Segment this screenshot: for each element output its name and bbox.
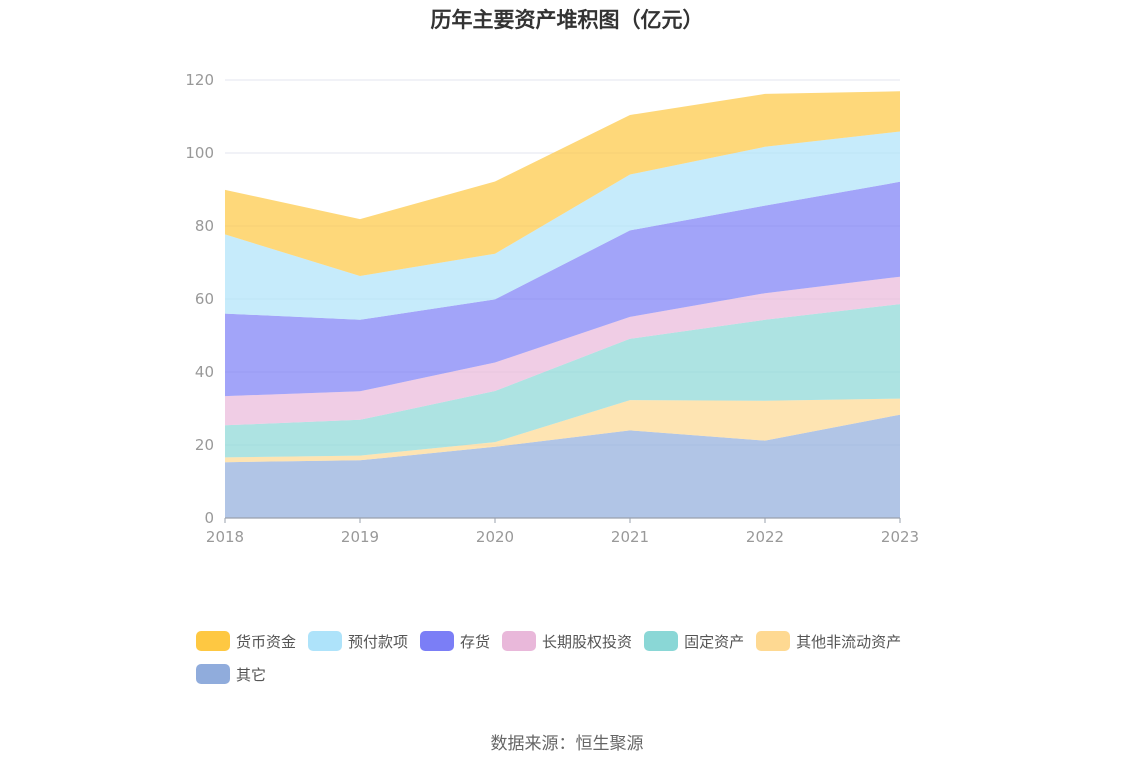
legend-item[interactable]: 货币资金 <box>196 631 296 651</box>
y-tick-label: 20 <box>195 436 214 454</box>
legend-label: 其它 <box>236 665 267 684</box>
x-tick-label: 2020 <box>476 528 514 546</box>
y-tick-label: 60 <box>195 290 214 308</box>
legend-label: 其他非流动资产 <box>796 632 902 651</box>
area-series-0 <box>225 414 900 518</box>
y-tick-label: 0 <box>204 509 214 527</box>
area-series-1 <box>225 398 900 463</box>
area-series-3 <box>225 276 900 426</box>
legend-swatch <box>644 631 679 651</box>
legend-item[interactable]: 其它 <box>196 664 266 684</box>
x-tick-label: 2023 <box>881 528 919 546</box>
legend-item[interactable]: 其他非流动资产 <box>756 631 901 651</box>
legend-item[interactable]: 存货 <box>420 631 490 651</box>
y-tick-label: 80 <box>195 217 214 235</box>
legend-swatch <box>420 631 455 651</box>
legend-swatch <box>196 631 230 651</box>
legend-item[interactable]: 固定资产 <box>644 631 744 651</box>
legend-label: 存货 <box>460 632 491 651</box>
legend-swatch <box>308 631 343 651</box>
chart-title: 历年主要资产堆积图（亿元） <box>430 8 704 32</box>
chart-legend: 货币资金 预付款项 存货 长期股权投资 固定资产 其他非流动资产其它 <box>196 631 956 684</box>
legend-swatch <box>196 664 230 684</box>
area-series-6 <box>225 91 900 276</box>
legend-swatch <box>502 631 537 651</box>
y-tick-label: 40 <box>195 363 214 381</box>
legend-item[interactable]: 长期股权投资 <box>502 631 632 651</box>
y-tick-label: 100 <box>185 144 214 162</box>
legend-label: 预付款项 <box>348 632 409 651</box>
x-tick-label: 2021 <box>611 528 649 546</box>
y-tick-label: 120 <box>185 71 214 89</box>
x-tick-label: 2019 <box>341 528 379 546</box>
legend-swatch <box>756 631 791 651</box>
area-series-4 <box>225 181 900 397</box>
x-tick-label: 2018 <box>206 528 244 546</box>
legend-label: 长期股权投资 <box>542 632 633 651</box>
legend-label: 货币资金 <box>236 632 297 651</box>
area-series-2 <box>225 304 900 458</box>
legend-label: 固定资产 <box>684 632 745 651</box>
x-tick-label: 2022 <box>746 528 784 546</box>
area-series-5 <box>225 131 900 320</box>
data-source-note: 数据来源：恒生聚源 <box>490 734 644 754</box>
legend-item[interactable]: 预付款项 <box>308 631 408 651</box>
